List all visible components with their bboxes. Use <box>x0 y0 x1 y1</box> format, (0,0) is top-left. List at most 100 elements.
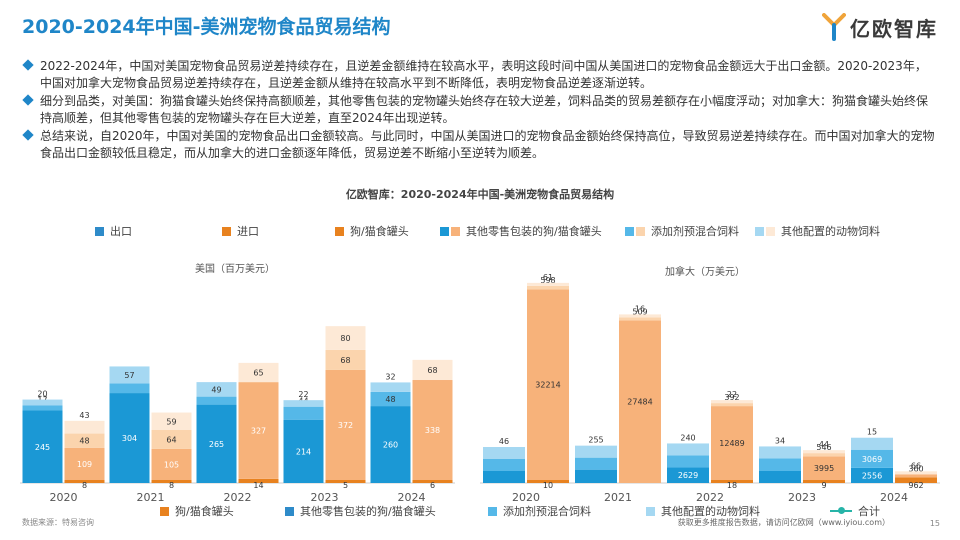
import-bar-segment <box>711 406 753 480</box>
bullet-item: 总结来说，自2020年，中国对美国的宠物食品出口金额较高。与此同时，中国从美国进… <box>22 128 936 162</box>
brand-logo-icon <box>822 13 846 41</box>
export-bar-segment <box>196 382 237 397</box>
import-value-label: 962 <box>908 481 923 490</box>
import-bar-segment <box>527 289 569 480</box>
export-value-label: 34 <box>775 436 785 445</box>
import-value-label: 66 <box>911 461 921 470</box>
import-bar-segment <box>325 369 366 480</box>
import-bar-segment <box>238 382 279 479</box>
import-value-label: 360 <box>908 464 923 473</box>
import-value-label: 392 <box>724 393 739 402</box>
export-value-label: 240 <box>680 433 695 442</box>
export-bar-segment <box>370 406 411 483</box>
panel-title: 加拿大（万美元） <box>665 265 745 278</box>
brand-logo: 亿欧智库 <box>822 12 938 42</box>
export-value-label: 15 <box>867 428 877 437</box>
export-value-label: 57 <box>124 371 134 380</box>
legend-export: 出口 <box>95 223 132 239</box>
import-bar-segment <box>619 317 661 321</box>
import-bar-segment <box>803 450 845 454</box>
export-value-label: 48 <box>385 395 395 404</box>
import-value-label: 80 <box>340 334 350 343</box>
import-value-label: 338 <box>425 426 440 435</box>
import-value-label: 12489 <box>719 439 744 448</box>
x-tick-label: 2020 <box>512 491 540 504</box>
import-bar-segment <box>151 448 192 480</box>
export-bar-segment <box>109 366 150 384</box>
export-value-label: 32 <box>385 372 395 381</box>
import-bar-segment <box>64 447 105 480</box>
legend-bottom: 狗/猫食罐头 其他零售包装的狗/猫食罐头 添加剂预混合饲料 其他配置的动物饲料 … <box>0 503 960 519</box>
import-value-label: 64 <box>166 435 176 444</box>
chart-title: 亿欧智库：2020-2024年中国-美洲宠物食品贸易结构 <box>345 188 615 201</box>
legend-bottom-cat3: 添加剂预混合饲料 <box>488 503 591 519</box>
import-value-label: 5 <box>343 481 348 490</box>
import-bar-segment <box>325 326 366 350</box>
export-bar-segment <box>109 383 150 394</box>
import-bar-segment <box>325 349 366 370</box>
footer-link[interactable]: 获取更多推度报告数据，请访问亿欧网（www.iyiou.com） <box>677 518 890 527</box>
legend-top: 出口 进口 狗/猫食罐头 其他零售包装的狗/猫食罐头 添加剂预混合饲料 其他配置… <box>0 223 960 239</box>
x-tick-label: 2024 <box>880 491 908 504</box>
import-value-label: 546 <box>816 443 831 452</box>
import-bar-segment <box>803 480 845 483</box>
export-bar-segment <box>109 393 150 483</box>
export-value-label: 20 <box>37 390 47 399</box>
export-bar-segment <box>667 467 709 483</box>
import-bar-segment <box>412 380 453 480</box>
export-value-label: 255 <box>588 436 603 445</box>
import-value-label: 327 <box>251 426 266 435</box>
x-tick-label: 2022 <box>224 491 252 504</box>
x-tick-label: 2021 <box>604 491 632 504</box>
import-bar-segment <box>711 480 753 483</box>
export-bar-segment <box>283 400 324 407</box>
import-value-label: 68 <box>340 356 350 365</box>
legend-cat3: 添加剂预混合饲料 <box>625 223 739 239</box>
import-bar-segment <box>238 362 279 383</box>
legend-cat1: 狗/猫食罐头 <box>335 223 409 239</box>
legend-bottom-cat2: 其他零售包装的狗/猫食罐头 <box>285 503 436 519</box>
import-value-label: 32214 <box>535 381 560 390</box>
import-value-label: 59 <box>166 417 176 426</box>
export-bar-segment <box>283 419 324 483</box>
legend-bottom-cat4: 其他配置的动物饲料 <box>646 503 760 519</box>
x-tick-label: 2024 <box>398 491 426 504</box>
export-bar-segment <box>483 447 525 459</box>
import-value-label: 509 <box>632 307 647 316</box>
import-value-label: 372 <box>338 421 353 430</box>
import-value-label: 14 <box>253 481 263 490</box>
import-value-label: 109 <box>77 460 92 469</box>
export-bar-segment <box>196 396 237 405</box>
import-value-label: 65 <box>253 369 263 378</box>
x-tick-label: 2021 <box>137 491 165 504</box>
export-bar-segment <box>22 410 63 483</box>
export-value-label: 260 <box>383 441 398 450</box>
import-value-label: 105 <box>164 460 179 469</box>
import-bar-segment <box>412 359 453 381</box>
import-value-label: 598 <box>540 276 555 285</box>
export-bar-segment <box>22 405 63 411</box>
import-value-label: 61 <box>543 273 553 282</box>
import-bar-segment <box>151 412 192 431</box>
export-bar-segment <box>196 404 237 483</box>
import-value-label: 6 <box>430 481 435 490</box>
export-bar-segment <box>283 406 324 420</box>
export-bar-segment <box>370 391 411 407</box>
import-bar-segment <box>151 480 192 483</box>
import-bar-segment <box>711 403 753 407</box>
import-bar-segment <box>803 453 845 457</box>
page-number: 15 <box>929 519 940 528</box>
bullet-text: 总结来说，自2020年，中国对美国的宠物食品出口金额较高。与此同时，中国从美国进… <box>40 129 935 160</box>
export-bar-segment <box>22 399 63 406</box>
export-value-label: 2556 <box>862 471 882 480</box>
export-bar-segment <box>370 382 411 392</box>
brand-name: 亿欧智库 <box>850 16 938 41</box>
import-bar-segment <box>64 420 105 434</box>
import-value-label: 22 <box>727 390 737 399</box>
legend-cat2: 其他零售包装的狗/猫食罐头 <box>440 223 602 239</box>
import-value-label: 9 <box>821 481 826 490</box>
import-value-label: 16 <box>635 304 645 313</box>
import-bar-segment <box>619 314 661 318</box>
import-value-label: 3995 <box>814 464 834 473</box>
